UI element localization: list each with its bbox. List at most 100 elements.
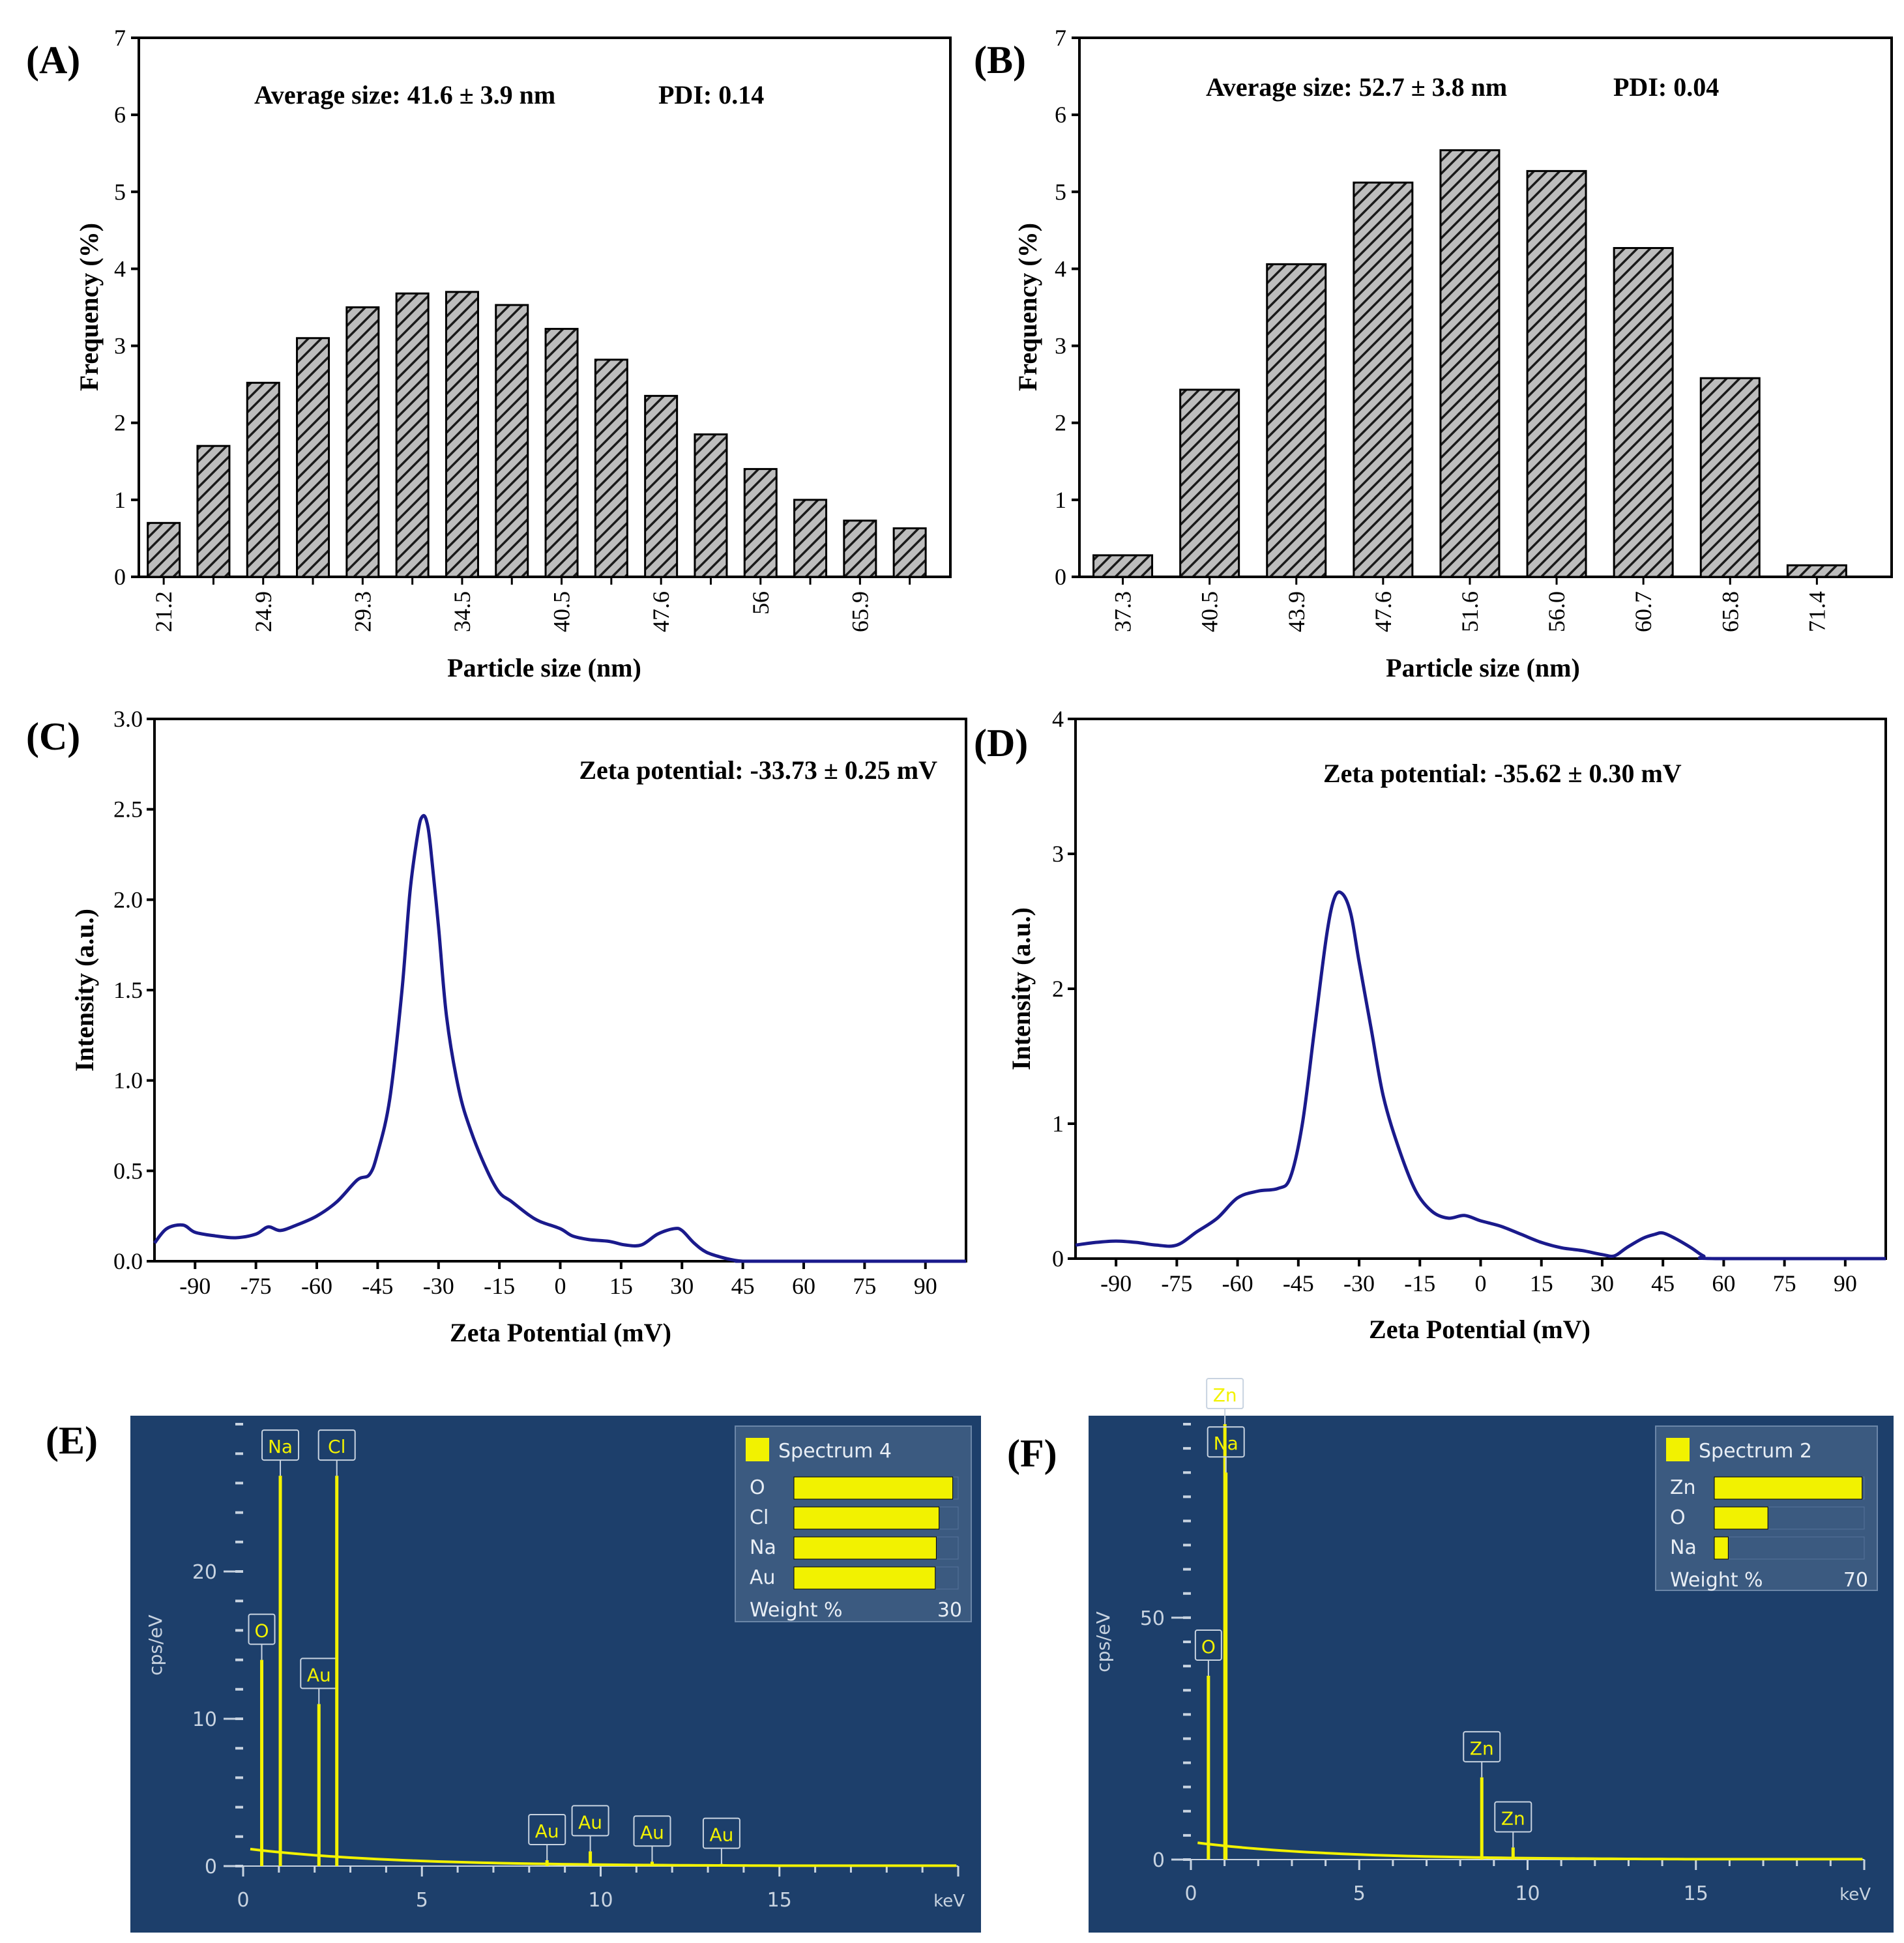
eds-peak-label: Na <box>268 1436 293 1457</box>
x-tick-label: 60 <box>792 1273 815 1299</box>
y-tick-label: 2 <box>1055 410 1066 436</box>
y-tick-label: 1.0 <box>113 1068 143 1094</box>
eds-legend-element: Zn <box>1670 1476 1696 1499</box>
y-axis-label-a: Frequency (%) <box>74 223 104 391</box>
y-tick-label: 4 <box>1052 706 1064 732</box>
x-tick-label: 45 <box>1651 1270 1675 1296</box>
y-tick-label: 3 <box>1052 841 1064 867</box>
eds-y-tick-label: 50 <box>1140 1607 1165 1630</box>
x-tick-label: 51.6 <box>1457 591 1483 632</box>
eds-y-tick-label: 0 <box>1152 1849 1165 1872</box>
eds-legend-element: Na <box>1670 1536 1697 1559</box>
eds-peak-label: Na <box>1214 1433 1238 1454</box>
y-tick-label: 4 <box>1055 256 1066 282</box>
eds-legend-bar <box>793 1536 937 1560</box>
panel-a: (A) Average size: 41.6 ± 3.9 nm PDI: 0.1… <box>26 25 952 682</box>
x-axis-label-a: Particle size (nm) <box>447 653 641 682</box>
y-tick-label: 5 <box>114 179 126 205</box>
bar <box>694 433 728 578</box>
x-tick-label: 0 <box>1475 1270 1487 1296</box>
x-tick-label: 71.4 <box>1804 591 1830 632</box>
y-tick-label: 4 <box>114 256 126 282</box>
y-tick-label: 0 <box>114 564 126 590</box>
panel-label-f: (F) <box>1007 1432 1057 1475</box>
x-tick-label: -45 <box>1283 1270 1314 1296</box>
eds-x-tick-label: 5 <box>1353 1882 1366 1905</box>
bar <box>1699 377 1761 578</box>
bar <box>395 292 430 578</box>
eds-legend-bar <box>1714 1476 1863 1500</box>
panel-b: (B) Average size: 52.7 ± 3.8 nm PDI: 0.0… <box>974 25 1893 682</box>
y-tick-label: 1 <box>1055 487 1066 513</box>
x-tick-label: 90 <box>914 1273 937 1299</box>
bar <box>544 328 579 578</box>
x-tick-label: 43.9 <box>1283 591 1310 632</box>
eds-continuum <box>1197 1841 1863 1861</box>
bar <box>1786 564 1847 578</box>
x-tick-label: -15 <box>1404 1270 1435 1296</box>
eds-y-axis-label: cps/eV <box>145 1614 166 1676</box>
y-tick-label: 2.5 <box>113 796 143 823</box>
bars-b <box>1092 149 1847 578</box>
bar <box>445 291 479 578</box>
eds-continuum <box>250 1847 957 1867</box>
panel-label-a: (A) <box>26 38 80 81</box>
eds-x-axis-label: keV <box>1839 1885 1871 1905</box>
y-tick-label: 0 <box>1055 564 1066 590</box>
bar <box>644 394 679 578</box>
y-axis-label-d: Intensity (a.u.) <box>1006 907 1036 1070</box>
x-axis-label-c: Zeta Potential (mV) <box>450 1318 671 1347</box>
x-ticks-c: -90 -75 -60 -45 -30 -15 0 15 30 45 60 75 90 <box>179 1261 937 1299</box>
x-tick-label: 56 <box>748 591 774 615</box>
x-tick-label: -60 <box>301 1273 332 1299</box>
x-tick-label: 24.9 <box>250 591 276 632</box>
panel-label-b: (B) <box>974 38 1026 81</box>
y-ticks-a: 0 1 2 3 4 5 6 7 <box>114 25 139 590</box>
y-axis-label-b: Frequency (%) <box>1013 223 1042 391</box>
eds-legend-bar <box>793 1476 954 1500</box>
x-tick-label: 40.5 <box>549 591 575 632</box>
eds-legend-bar <box>1714 1506 1768 1530</box>
bar <box>743 468 778 578</box>
x-tick-label: 30 <box>1590 1270 1614 1296</box>
bar <box>1179 388 1240 578</box>
bar <box>1092 554 1154 578</box>
y-tick-label: 6 <box>114 102 126 128</box>
eds-y-tick-label: 20 <box>192 1561 217 1584</box>
x-tick-label: 40.5 <box>1197 591 1223 632</box>
eds-x-tick-label: 0 <box>1184 1882 1197 1905</box>
eds-legend-axis-label: Weight % <box>1670 1569 1763 1592</box>
eds-y-tick-label: 10 <box>192 1708 217 1731</box>
y-ticks-c: 0.0 0.5 1.0 1.5 2.0 2.5 3.0 <box>113 706 154 1274</box>
eds-y-tick-label: 0 <box>205 1856 217 1878</box>
x-ticks-b: 37.3 40.5 43.9 47.6 51.6 56.0 60.7 65.8 71.4 <box>1110 577 1830 632</box>
y-tick-label: 3 <box>1055 333 1066 359</box>
bar <box>892 527 927 578</box>
x-tick-label: 37.3 <box>1110 591 1136 632</box>
eds-x-tick-label: 10 <box>1515 1882 1540 1905</box>
x-tick-label: 29.3 <box>349 591 375 632</box>
eds-legend-swatch <box>746 1438 769 1461</box>
x-tick-label: 21.2 <box>151 591 177 632</box>
x-tick-label: -90 <box>179 1273 211 1299</box>
x-tick-label: 0 <box>555 1273 566 1299</box>
y-tick-label: 1 <box>1052 1111 1064 1137</box>
x-tick-label: 45 <box>731 1273 755 1299</box>
bar <box>495 304 529 578</box>
bar <box>1266 263 1327 578</box>
eds-peak-label: Zn <box>1213 1384 1237 1406</box>
y-ticks-d: 0 1 2 3 4 <box>1052 706 1076 1272</box>
x-tick-label: 56.0 <box>1544 591 1570 632</box>
eds-peak-label: Au <box>709 1824 733 1846</box>
eds-x-tick-label: 15 <box>767 1889 792 1912</box>
x-tick-label: 90 <box>1834 1270 1857 1296</box>
panel-label-e: (E) <box>46 1419 98 1462</box>
y-tick-label: 2 <box>114 410 126 436</box>
bar <box>246 381 280 578</box>
bar <box>147 521 181 578</box>
eds-x-tick-label: 0 <box>237 1889 249 1912</box>
bar <box>1353 181 1414 578</box>
eds-peak-label: Au <box>640 1822 664 1843</box>
